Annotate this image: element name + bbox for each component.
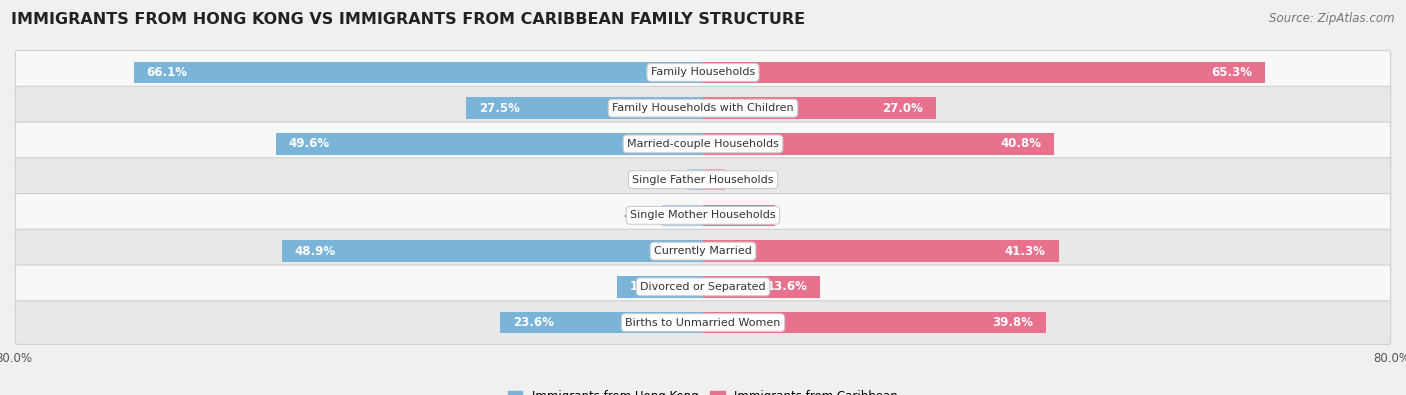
Bar [662, 205, 703, 226]
FancyBboxPatch shape [15, 229, 1391, 273]
FancyBboxPatch shape [15, 51, 1391, 94]
Bar [276, 133, 703, 154]
Text: 2.5%: 2.5% [733, 173, 763, 186]
FancyBboxPatch shape [15, 194, 1391, 237]
Text: Married-couple Households: Married-couple Households [627, 139, 779, 149]
Bar [703, 169, 724, 190]
FancyBboxPatch shape [15, 301, 1391, 344]
Text: Family Households with Children: Family Households with Children [612, 103, 794, 113]
Text: Single Mother Households: Single Mother Households [630, 211, 776, 220]
Text: 10.0%: 10.0% [630, 280, 671, 293]
Text: Currently Married: Currently Married [654, 246, 752, 256]
Bar [688, 169, 703, 190]
Text: 13.6%: 13.6% [766, 280, 807, 293]
Text: 48.9%: 48.9% [295, 245, 336, 258]
Text: 4.8%: 4.8% [623, 209, 652, 222]
Text: 39.8%: 39.8% [991, 316, 1033, 329]
Bar [134, 62, 703, 83]
Text: 40.8%: 40.8% [1001, 137, 1042, 150]
Bar [467, 98, 703, 119]
Text: 66.1%: 66.1% [146, 66, 187, 79]
Bar [617, 276, 703, 297]
Bar [703, 98, 935, 119]
Legend: Immigrants from Hong Kong, Immigrants from Caribbean: Immigrants from Hong Kong, Immigrants fr… [503, 385, 903, 395]
FancyBboxPatch shape [15, 87, 1391, 130]
Bar [703, 205, 775, 226]
Bar [703, 312, 1046, 333]
FancyBboxPatch shape [15, 265, 1391, 308]
Text: Single Father Households: Single Father Households [633, 175, 773, 184]
Bar [703, 133, 1054, 154]
Bar [703, 62, 1265, 83]
Text: Births to Unmarried Women: Births to Unmarried Women [626, 318, 780, 327]
Text: 27.0%: 27.0% [882, 102, 922, 115]
FancyBboxPatch shape [15, 158, 1391, 201]
Text: Source: ZipAtlas.com: Source: ZipAtlas.com [1270, 12, 1395, 25]
Text: 23.6%: 23.6% [513, 316, 554, 329]
Text: 49.6%: 49.6% [288, 137, 330, 150]
Text: 41.3%: 41.3% [1005, 245, 1046, 258]
Text: Divorced or Separated: Divorced or Separated [640, 282, 766, 292]
Text: Family Households: Family Households [651, 68, 755, 77]
Bar [281, 241, 703, 262]
Bar [703, 241, 1059, 262]
Text: 65.3%: 65.3% [1212, 66, 1253, 79]
Bar [703, 276, 820, 297]
Text: IMMIGRANTS FROM HONG KONG VS IMMIGRANTS FROM CARIBBEAN FAMILY STRUCTURE: IMMIGRANTS FROM HONG KONG VS IMMIGRANTS … [11, 12, 806, 27]
Text: 8.4%: 8.4% [730, 209, 762, 222]
FancyBboxPatch shape [15, 122, 1391, 166]
Text: 1.8%: 1.8% [650, 173, 679, 186]
Text: 27.5%: 27.5% [479, 102, 520, 115]
Bar [499, 312, 703, 333]
